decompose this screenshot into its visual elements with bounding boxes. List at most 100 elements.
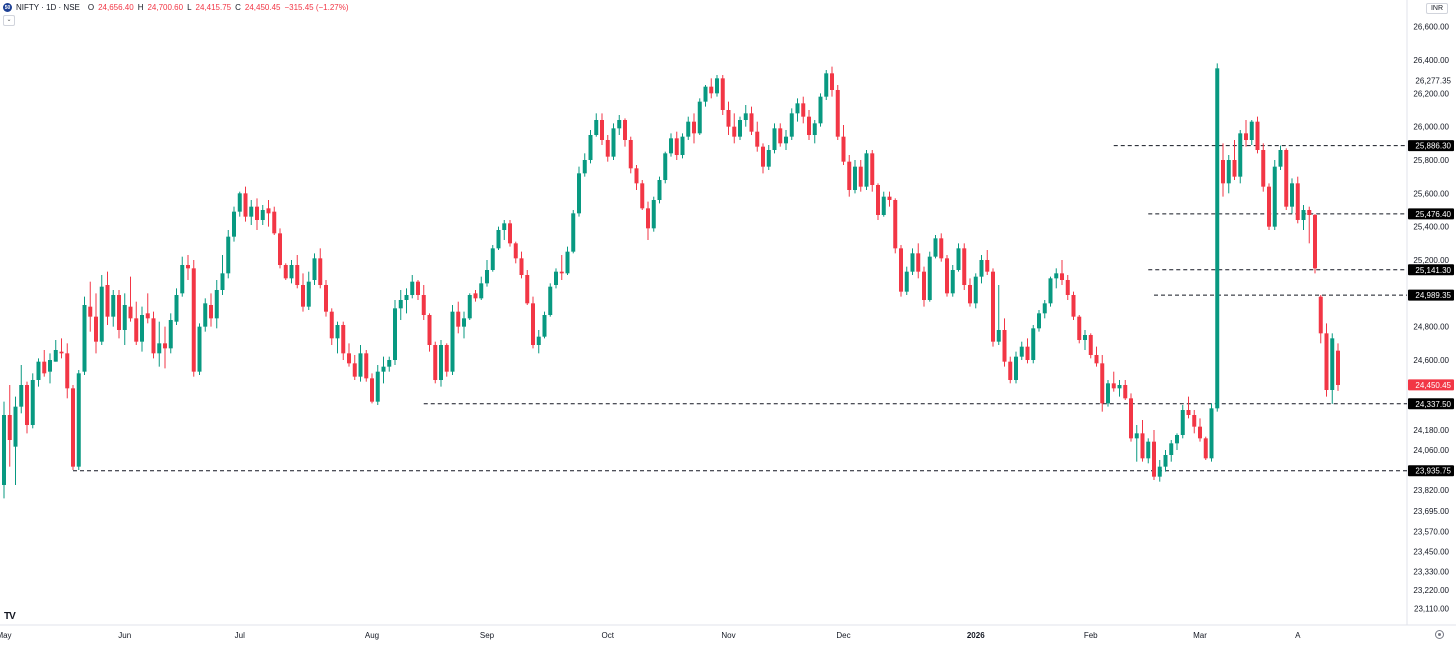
candle-body [508, 223, 512, 244]
candle-body [111, 295, 116, 317]
high-label: H [137, 3, 144, 12]
candle-body [686, 121, 691, 137]
candle-body [807, 116, 811, 135]
x-tick-label: Oct [602, 631, 615, 640]
candle-body [611, 128, 616, 157]
candle-body [640, 183, 645, 209]
x-tick-label: Nov [721, 631, 735, 640]
candle-body [571, 213, 576, 252]
price-label: 24,989.35 [1415, 291, 1451, 300]
candle-body [755, 131, 760, 147]
candle-body [1186, 410, 1191, 415]
candle-body [531, 303, 535, 345]
candle-body [536, 336, 541, 345]
candle-body [214, 290, 219, 319]
candle-body [220, 273, 225, 290]
candle-body [778, 128, 783, 144]
candle-body [1106, 383, 1110, 404]
candle-body [479, 283, 484, 299]
candle-body [266, 208, 271, 214]
collapse-legend-chevron-icon[interactable]: ⌄ [3, 15, 15, 26]
candle-body [853, 166, 857, 190]
candle-body [876, 185, 880, 215]
candle-body [1163, 455, 1168, 467]
symbol-legend: 50 NIFTY · 1D · NSE O 24,656.40 H 24,700.6… [3, 3, 349, 12]
candle-body [272, 211, 277, 234]
candle-body [761, 146, 765, 167]
candle-body [76, 373, 81, 467]
low-value: 24,415.75 [195, 3, 232, 12]
candle-body [887, 196, 892, 200]
candle-body [766, 150, 771, 167]
candle-body [1065, 280, 1070, 295]
change-value: −315.45 (−1.27%) [284, 3, 349, 12]
price-label-box [1408, 289, 1454, 301]
candle-body [927, 256, 932, 300]
candle-body [249, 206, 254, 217]
candle-body [726, 110, 731, 127]
currency-selector[interactable]: INR [1425, 3, 1448, 14]
candle-body [605, 140, 610, 157]
chart-settings-icon[interactable] [1435, 630, 1444, 639]
candle-body [651, 200, 656, 229]
candle-body [283, 265, 288, 279]
candle-body [1077, 316, 1082, 340]
candle-body [824, 73, 829, 97]
candle-body [421, 295, 426, 315]
y-tick-label: 23,220.00 [1413, 586, 1449, 595]
x-tick-label: Jul [235, 631, 245, 640]
candle-body [1169, 443, 1174, 455]
candle-body [1175, 435, 1179, 444]
y-tick-label: 23,110.00 [1414, 604, 1450, 613]
y-tick-label: 23,820.00 [1413, 486, 1449, 495]
candle-body [306, 281, 311, 307]
candle-body [548, 286, 553, 315]
y-tick-label: 26,000.00 [1413, 123, 1449, 132]
candle-body [151, 318, 156, 354]
candle-body [226, 236, 231, 274]
candle-body [404, 295, 409, 300]
candle-body [1313, 215, 1317, 269]
candle-body [243, 193, 248, 217]
candle-body [1198, 426, 1202, 439]
candle-body [347, 353, 351, 364]
candle-body [749, 113, 754, 132]
candle-body [1146, 441, 1151, 459]
candle-body [818, 96, 823, 124]
candle-body [1324, 333, 1329, 390]
candle-body [197, 326, 202, 372]
candle-body [237, 193, 242, 212]
price-label-box [1408, 379, 1454, 391]
candle-body [1244, 133, 1248, 140]
candle-body [1267, 186, 1271, 227]
candle-body [973, 276, 978, 304]
y-tick-label: 23,695.00 [1413, 507, 1449, 516]
candle-body [260, 210, 265, 220]
candle-body [278, 233, 282, 265]
symbol-title[interactable]: NIFTY · 1D · NSE [16, 3, 80, 12]
price-label: 23,935.75 [1415, 467, 1451, 476]
y-tick-label: 25,800.00 [1413, 156, 1449, 165]
candle-body [743, 113, 748, 120]
candle-body [134, 318, 139, 342]
candle-body [410, 281, 415, 295]
x-tick-label: Dec [836, 631, 850, 640]
candle-body [370, 378, 374, 402]
candle-body [1025, 346, 1030, 360]
candle-body [289, 265, 294, 279]
candle-body [502, 223, 507, 230]
candle-body [669, 138, 673, 154]
candle-body [7, 415, 12, 440]
candle-body [680, 136, 685, 155]
candle-body [864, 153, 869, 187]
y-tick-label: 23,330.00 [1413, 568, 1449, 577]
y-tick-label: 24,180.00 [1413, 426, 1449, 435]
candle-body [939, 238, 944, 259]
candle-body [186, 265, 190, 269]
candle-body [163, 343, 167, 349]
candle-body [945, 258, 949, 294]
candle-body [904, 271, 909, 292]
candle-body [732, 126, 737, 137]
